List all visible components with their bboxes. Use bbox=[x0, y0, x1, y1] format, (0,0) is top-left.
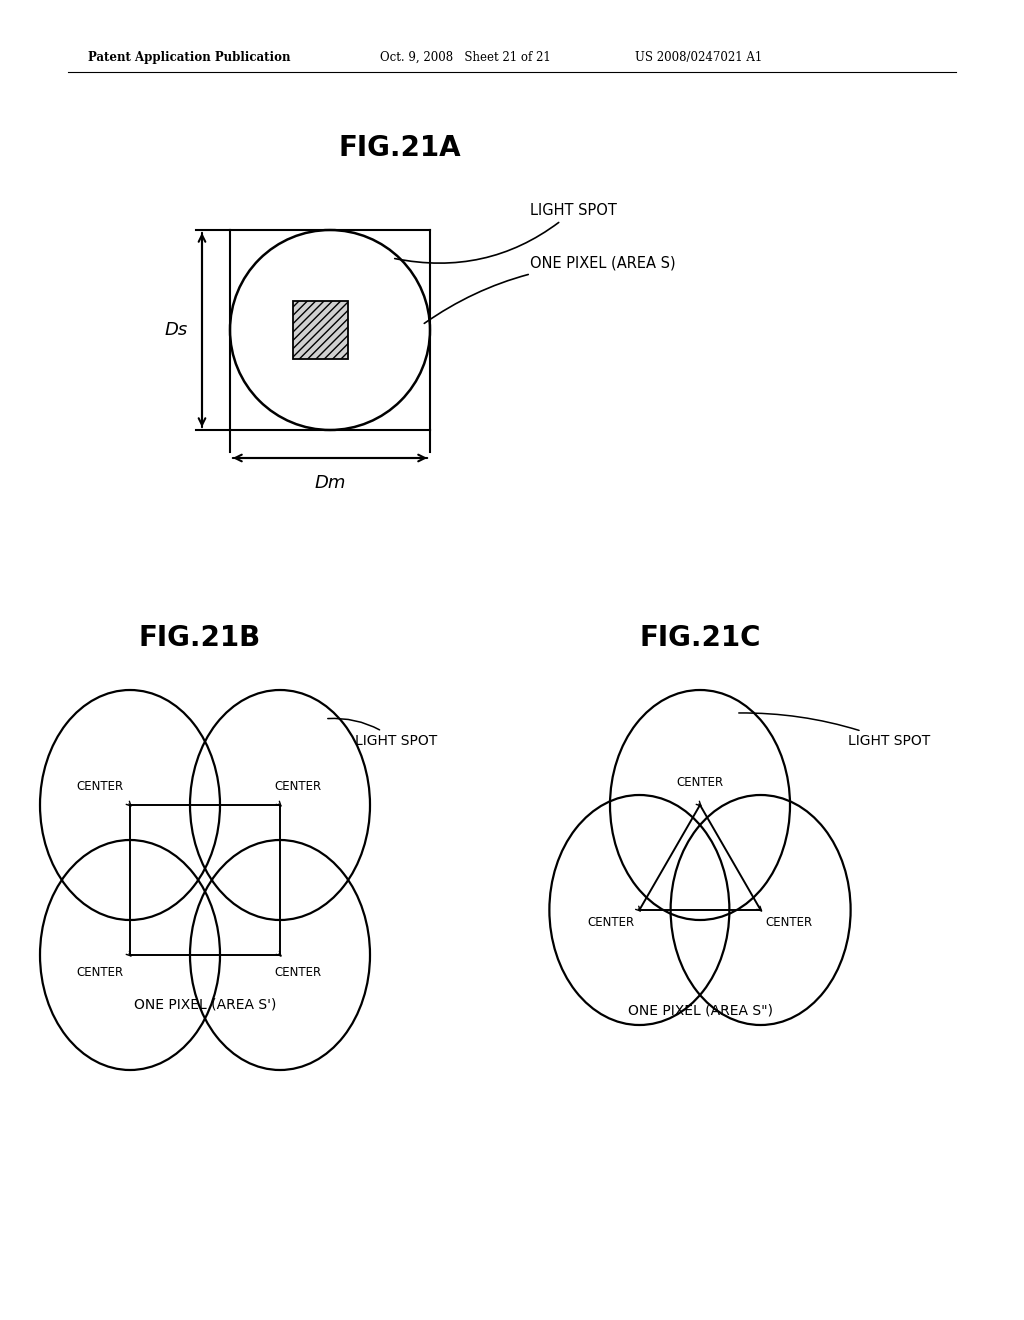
Text: CENTER: CENTER bbox=[765, 916, 812, 928]
Text: CENTER: CENTER bbox=[274, 966, 322, 979]
Bar bbox=[293, 301, 347, 359]
Text: Oct. 9, 2008   Sheet 21 of 21: Oct. 9, 2008 Sheet 21 of 21 bbox=[380, 50, 551, 63]
Text: FIG.21C: FIG.21C bbox=[639, 624, 761, 652]
Text: LIGHT SPOT: LIGHT SPOT bbox=[394, 203, 616, 263]
Text: CENTER: CENTER bbox=[274, 780, 322, 793]
Text: ONE PIXEL (AREA S): ONE PIXEL (AREA S) bbox=[424, 256, 676, 323]
Text: ONE PIXEL (AREA S'): ONE PIXEL (AREA S') bbox=[134, 998, 276, 1012]
Text: ONE PIXEL (AREA S"): ONE PIXEL (AREA S") bbox=[628, 1003, 772, 1016]
Text: Dm: Dm bbox=[314, 474, 346, 492]
Text: Ds: Ds bbox=[165, 321, 188, 339]
Text: US 2008/0247021 A1: US 2008/0247021 A1 bbox=[635, 50, 762, 63]
Text: CENTER: CENTER bbox=[77, 966, 124, 979]
Text: LIGHT SPOT: LIGHT SPOT bbox=[328, 718, 437, 748]
Text: FIG.21A: FIG.21A bbox=[339, 135, 462, 162]
Text: Patent Application Publication: Patent Application Publication bbox=[88, 50, 291, 63]
Text: CENTER: CENTER bbox=[677, 776, 724, 789]
Text: CENTER: CENTER bbox=[77, 780, 124, 793]
Text: FIG.21B: FIG.21B bbox=[139, 624, 261, 652]
Text: LIGHT SPOT: LIGHT SPOT bbox=[738, 713, 930, 748]
Text: CENTER: CENTER bbox=[588, 916, 635, 928]
